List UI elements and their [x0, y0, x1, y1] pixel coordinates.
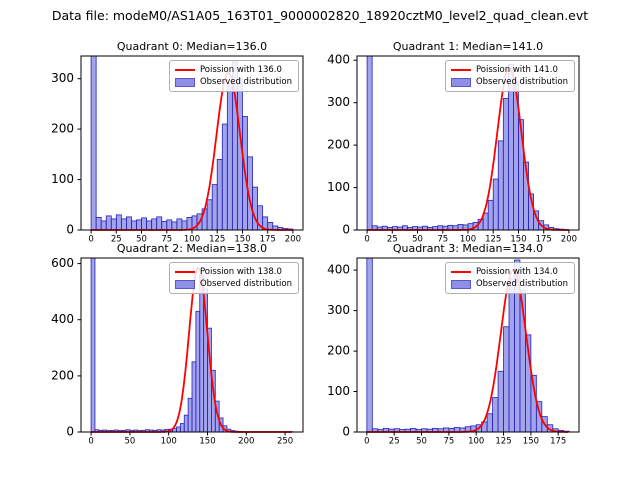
- svg-text:400: 400: [51, 312, 74, 326]
- subplot-quadrant-1: Quadrant 1: Median=141.0 0 25 50 75 100 125 15…: [327, 40, 580, 245]
- svg-text:175: 175: [536, 235, 552, 245]
- subplot-quadrant-0: Quadrant 0: Median=136.0 0 25 50 75 100 125 15…: [51, 40, 304, 245]
- svg-text:0: 0: [364, 437, 369, 447]
- legend-label-observed: Observed distribution: [475, 279, 568, 289]
- svg-text:300: 300: [327, 95, 350, 109]
- svg-text:200: 200: [327, 344, 350, 358]
- legend-label-observed: Observed distribution: [199, 77, 292, 87]
- svg-text:25: 25: [111, 235, 122, 245]
- subplot-title-q2: Quadrant 2: Median=138.0: [116, 242, 268, 255]
- svg-text:150: 150: [523, 437, 539, 447]
- legend-q3: Poission with 134.0 Observed distributio…: [444, 262, 575, 294]
- observed-patch-swatch: [174, 77, 195, 87]
- svg-text:0: 0: [66, 425, 74, 439]
- svg-text:25: 25: [389, 437, 400, 447]
- svg-text:125: 125: [209, 235, 225, 245]
- subplot-quadrant-2: Quadrant 2: Median=138.0 0 50 100 150 200 250…: [51, 242, 304, 447]
- histogram-plot-q0: 0 25 50 75 100 125 150 175 200 0 100 200 300: [51, 55, 304, 245]
- poisson-line-swatch: [450, 271, 471, 273]
- svg-text:300: 300: [327, 303, 350, 317]
- svg-text:0: 0: [88, 235, 93, 245]
- svg-text:100: 100: [51, 172, 74, 186]
- poisson-line-swatch: [174, 69, 195, 71]
- legend-row-poisson: Poission with 136.0: [174, 64, 292, 76]
- subplot-title-q0: Quadrant 0: Median=136.0: [116, 40, 268, 53]
- svg-text:50: 50: [124, 437, 135, 447]
- svg-text:200: 200: [327, 138, 350, 152]
- svg-text:125: 125: [485, 235, 501, 245]
- figure-title: Data file: modeM0/AS1A05_163T01_90000028…: [51, 8, 589, 23]
- legend-row-poisson: Poission with 141.0: [450, 64, 568, 76]
- svg-text:50: 50: [136, 235, 147, 245]
- svg-text:200: 200: [51, 368, 74, 382]
- histogram-plot-q1: 0 25 50 75 100 125 150 175 200 0 100 200 300 400: [327, 53, 580, 245]
- legend-q2: Poission with 138.0 Observed distributio…: [168, 262, 299, 294]
- svg-text:150: 150: [199, 437, 215, 447]
- svg-text:100: 100: [460, 235, 476, 245]
- svg-text:0: 0: [88, 437, 93, 447]
- svg-text:100: 100: [327, 180, 350, 194]
- svg-text:75: 75: [443, 437, 454, 447]
- subplot-title-q3: Quadrant 3: Median=134.0: [392, 242, 544, 255]
- svg-text:100: 100: [161, 437, 177, 447]
- legend-row-observed: Observed distribution: [174, 76, 292, 88]
- observed-patch-swatch: [174, 279, 195, 289]
- observed-patch-swatch: [450, 77, 471, 87]
- svg-text:175: 175: [550, 437, 566, 447]
- legend-row-observed: Observed distribution: [450, 278, 568, 290]
- svg-text:0: 0: [364, 235, 369, 245]
- svg-text:50: 50: [416, 437, 427, 447]
- legend-label-poisson: Poission with 136.0: [199, 65, 282, 75]
- legend-q0: Poission with 136.0 Observed distributio…: [168, 60, 299, 92]
- svg-text:125: 125: [495, 437, 511, 447]
- svg-text:150: 150: [234, 235, 250, 245]
- poisson-line-swatch: [450, 69, 471, 71]
- svg-text:100: 100: [184, 235, 200, 245]
- svg-text:100: 100: [327, 384, 350, 398]
- subplot-title-q1: Quadrant 1: Median=141.0: [392, 40, 544, 53]
- svg-text:150: 150: [510, 235, 526, 245]
- svg-text:50: 50: [412, 235, 423, 245]
- legend-q1: Poission with 141.0 Observed distributio…: [444, 60, 575, 92]
- svg-text:200: 200: [51, 122, 74, 136]
- observed-patch-swatch: [450, 279, 471, 289]
- legend-row-poisson: Poission with 134.0: [450, 266, 568, 278]
- svg-text:300: 300: [51, 71, 74, 85]
- poisson-line-swatch: [174, 271, 195, 273]
- svg-text:250: 250: [277, 437, 293, 447]
- svg-text:600: 600: [51, 256, 74, 270]
- svg-text:25: 25: [387, 235, 398, 245]
- svg-text:400: 400: [327, 263, 350, 277]
- svg-text:200: 200: [285, 235, 301, 245]
- legend-label-observed: Observed distribution: [199, 279, 292, 289]
- svg-text:175: 175: [260, 235, 276, 245]
- legend-row-poisson: Poission with 138.0: [174, 266, 292, 278]
- svg-text:200: 200: [238, 437, 254, 447]
- svg-text:75: 75: [437, 235, 448, 245]
- svg-text:75: 75: [161, 235, 172, 245]
- svg-text:400: 400: [327, 53, 350, 67]
- svg-text:100: 100: [468, 437, 484, 447]
- legend-label-poisson: Poission with 141.0: [475, 65, 558, 75]
- svg-text:0: 0: [66, 223, 74, 237]
- histogram-plot-q2: 0 50 100 150 200 250 0 200 400 600: [51, 256, 304, 447]
- legend-label-observed: Observed distribution: [475, 77, 568, 87]
- svg-text:0: 0: [342, 425, 350, 439]
- svg-text:0: 0: [342, 223, 350, 237]
- legend-row-observed: Observed distribution: [174, 278, 292, 290]
- legend-label-poisson: Poission with 138.0: [199, 267, 282, 277]
- legend-label-poisson: Poission with 134.0: [475, 267, 558, 277]
- svg-text:200: 200: [561, 235, 577, 245]
- legend-row-observed: Observed distribution: [450, 76, 568, 88]
- subplot-quadrant-3: Quadrant 3: Median=134.0 0 25 50 75 100 125 15…: [327, 242, 580, 447]
